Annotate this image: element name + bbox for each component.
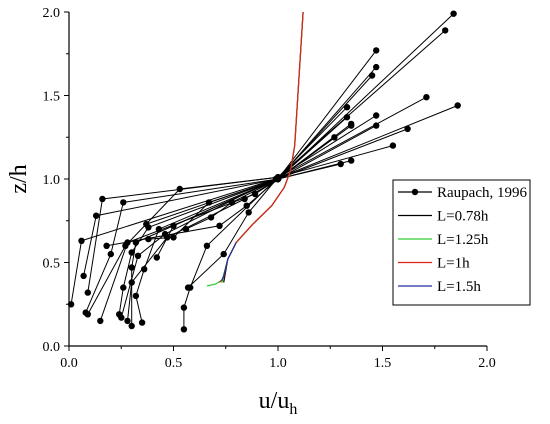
raupach-data-point [80,272,87,280]
raupach-profile-line [148,125,352,240]
raupach-data-point [251,190,259,198]
x-tick-label: 0.5 [165,356,183,371]
raupach-data-point [84,311,92,318]
raupach-data-point [116,311,123,318]
raupach-data-point [343,104,351,111]
raupach-data-point [128,279,135,286]
legend-box [392,179,531,306]
raupach-data-point [128,322,135,330]
raupach-data-point [97,317,104,325]
raupach-data-point [180,304,188,311]
raupach-data-point [245,209,252,216]
raupach-data-point [120,199,127,206]
legend-label: L=1.5h [437,279,481,295]
legend-label: L=1.25h [437,232,489,248]
raupach-data-point [184,284,192,291]
raupach-data-point [124,317,131,325]
raupach-data-point [348,122,355,129]
plot-area [67,10,461,333]
legend: Raupach, 1996 L=0.78h L=1.25h L=1h L=1.5h [392,179,531,306]
raupach-data-point [143,220,150,228]
raupach-data-point [389,142,397,149]
raupach-data-point [241,195,248,203]
x-axis-title-base: u/u [259,388,290,414]
y-ticks: 0.0 0.5 1.0 1.5 2.0 [43,6,69,355]
raupach-data-point [155,225,163,233]
raupach-data-point [220,250,227,258]
raupach-data-point [404,125,411,133]
y-tick-label: 1.5 [43,90,61,105]
x-tick-label: 2.0 [478,356,496,371]
raupach-data-point [120,284,127,291]
raupach-data-point [153,254,160,261]
raupach-data-point [145,235,152,243]
raupach-data-point [228,199,236,206]
raupach-data-point [134,252,142,259]
series-line-1 [223,11,304,283]
raupach-data-point [368,72,376,79]
raupach-data-point [78,237,85,244]
y-tick-label: 1.0 [43,173,61,188]
raupach-data-point [454,102,461,109]
raupach-data-point [99,195,106,203]
raupach-data-point [170,222,177,229]
raupach-data-point [450,10,457,17]
y-tick-label: 0.0 [43,340,61,355]
raupach-profile-line [183,106,348,330]
raupach-data-point [132,292,140,300]
raupach-data-point [203,242,211,249]
raupach-data-point [84,289,92,296]
raupach-data-point [103,242,110,249]
raupach-data-point [373,112,380,119]
legend-label: L=1h [437,256,470,272]
legend-swatch-marker [411,188,419,196]
raupach-data-point [442,27,449,34]
y-axis-title: z/h [6,164,32,193]
raupach-data-point [348,157,355,164]
x-axis-title: u/uh [259,388,298,418]
raupach-data-point [243,202,250,209]
raupach-profile-line [83,13,454,277]
series-line-4 [221,242,237,282]
raupach-data-point [128,249,135,256]
series-line-2 [206,11,304,287]
raupach-data-point [373,63,380,71]
raupach-data-point [373,122,380,129]
y-tick-label: 2.0 [43,6,61,21]
raupach-data-point [182,225,190,233]
x-tick-label: 1.5 [374,356,392,371]
raupach-data-point [128,264,135,271]
raupach-data-point [141,266,148,273]
raupach-data-point [337,160,344,168]
raupach-data-point [180,326,188,333]
raupach-data-point [423,94,430,101]
raupach-data-point [274,175,282,183]
raupach-profile-line [87,96,427,315]
x-tick-label: 1.0 [269,356,287,371]
raupach-data-point [373,47,380,54]
raupach-profile-line [70,105,458,305]
y-tick-label: 0.5 [43,257,61,272]
raupach-data-point [107,250,115,258]
x-axis-title-subscript: h [289,401,297,418]
x-ticks: 0.0 0.5 1.0 1.5 2.0 [60,346,496,371]
x-tick-label: 0.0 [60,356,78,371]
raupach-data-point [207,214,215,221]
series-line-3 [219,11,304,283]
raupach-data-point [176,185,183,193]
raupach-data-point [138,319,146,326]
raupach-data-point [216,222,223,229]
legend-label: Raupach, 1996 [437,185,527,201]
raupach-data-point [170,234,177,241]
raupach-profile-line [156,123,352,258]
legend-label: L=0.78h [437,209,489,225]
raupach-data-point [93,212,100,219]
raupach-profile-line [85,128,408,313]
